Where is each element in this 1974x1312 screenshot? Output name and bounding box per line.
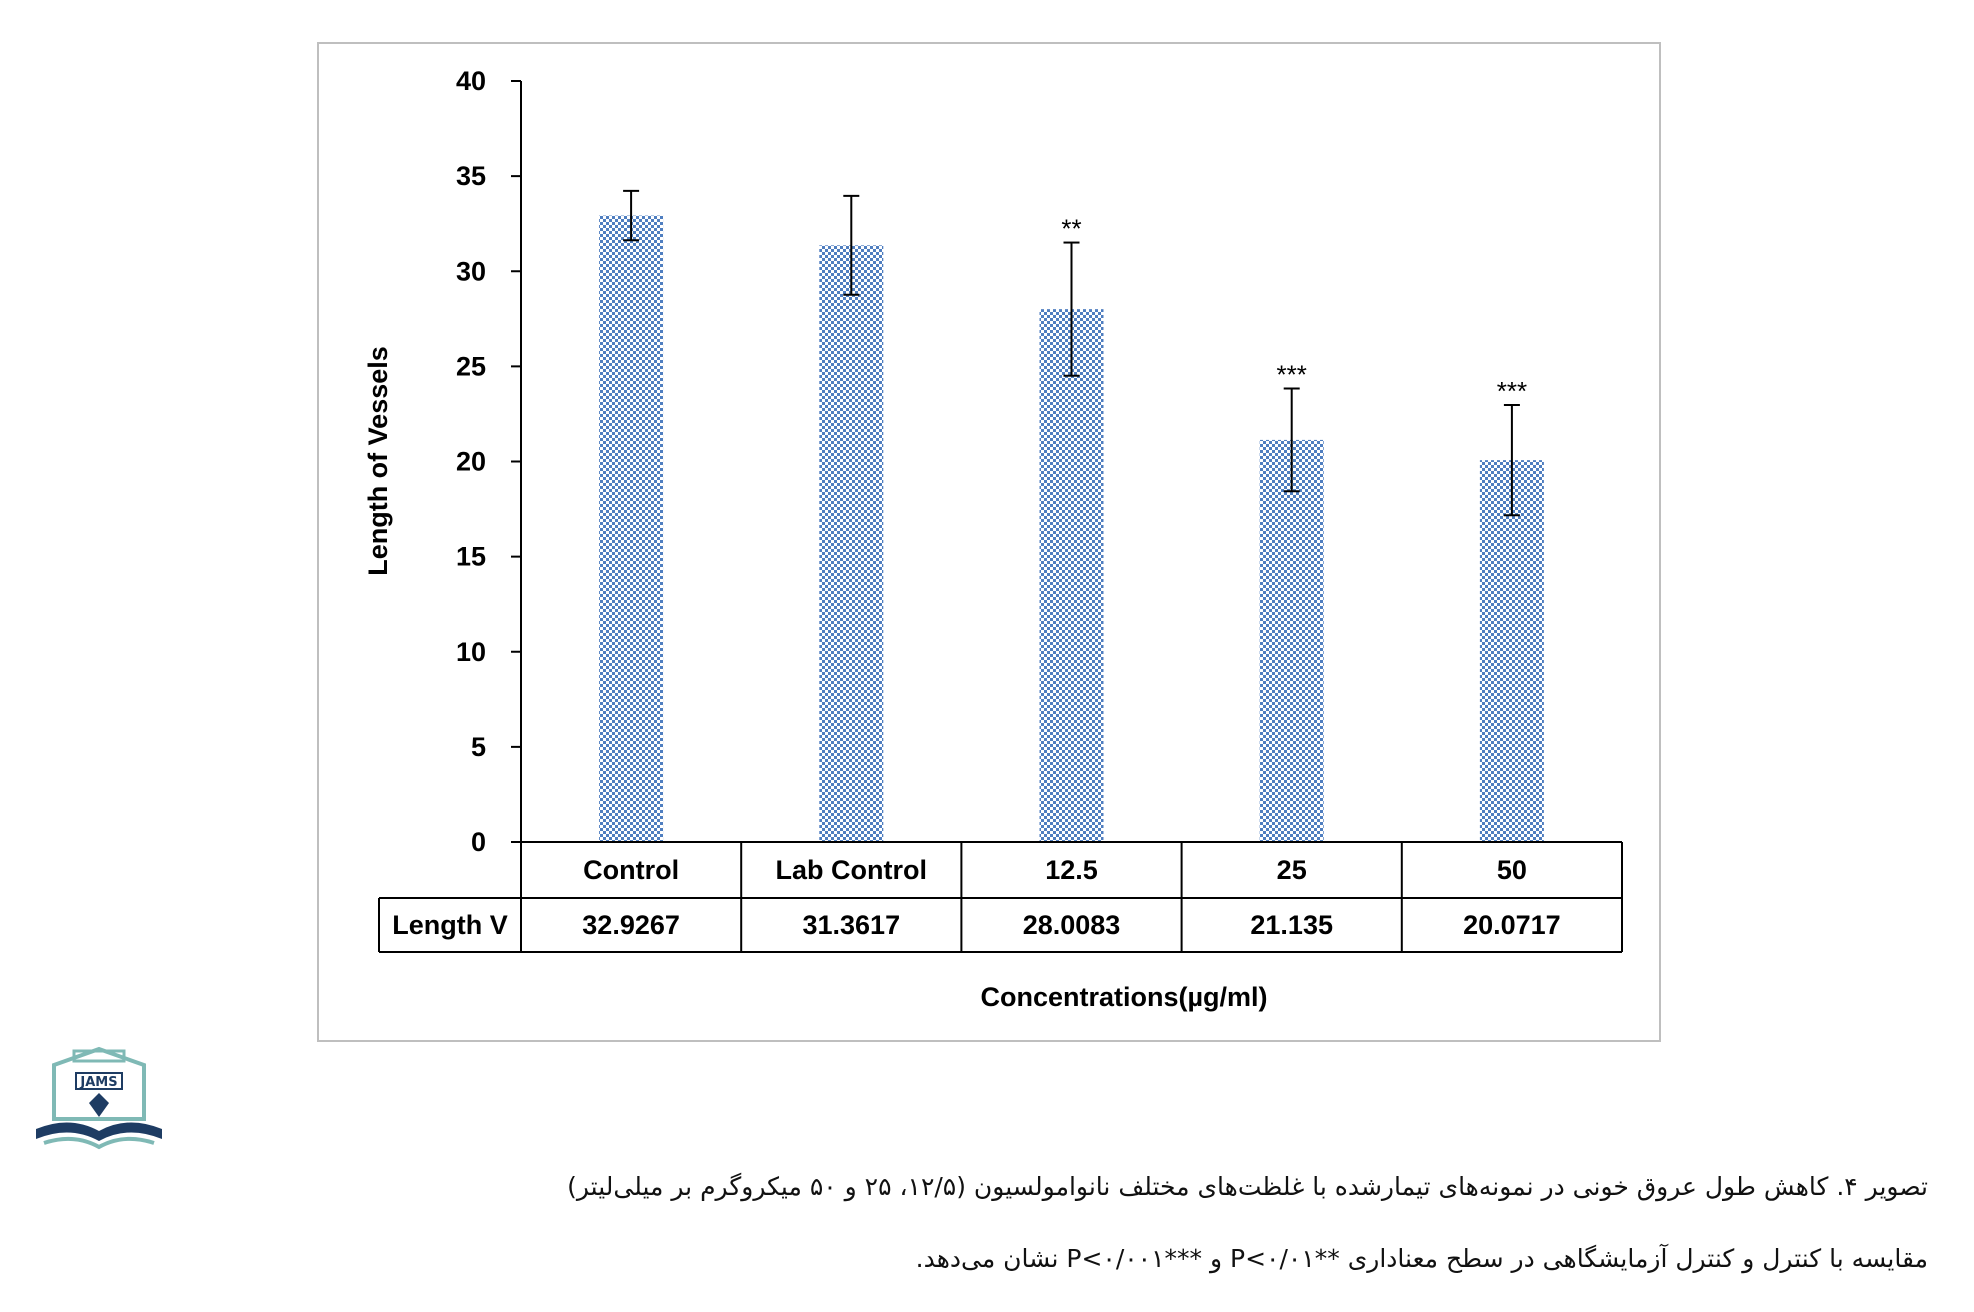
logo-text: JAMS <box>79 1075 117 1090</box>
bar-4 <box>1479 460 1544 842</box>
table-value-0: 32.9267 <box>582 910 680 940</box>
table-value-1: 31.3617 <box>802 910 900 940</box>
y-tick-label: 25 <box>456 351 486 381</box>
x-category-label-1: Lab Control <box>776 855 927 885</box>
table-value-4: 20.0717 <box>1463 910 1561 940</box>
bar-3 <box>1259 439 1324 842</box>
significance-mark-3: *** <box>1277 360 1307 390</box>
bar-0 <box>599 215 664 843</box>
y-tick-label: 15 <box>456 542 486 572</box>
table-row-label: Length V <box>392 910 508 940</box>
x-category-label-2: 12.5 <box>1045 855 1098 885</box>
significance-mark-4: *** <box>1497 376 1527 406</box>
y-tick-label: 30 <box>456 256 486 286</box>
jams-logo: JAMS <box>36 1046 162 1150</box>
bar-1 <box>819 245 884 843</box>
x-category-label-3: 25 <box>1277 855 1307 885</box>
significance-mark-2: ** <box>1061 214 1081 244</box>
y-tick-label: 20 <box>456 447 486 477</box>
x-axis-label: Concentrations(µg/ml) <box>980 982 1267 1012</box>
y-axis-label: Length of Vessels <box>363 346 393 576</box>
x-category-label-0: Control <box>583 855 679 885</box>
y-tick-label: 5 <box>471 732 486 762</box>
figure-caption-line-1: تصویر ۴. کاهش طول عروق خونی در نمونه‌های… <box>567 1172 1928 1201</box>
bar-2 <box>1039 309 1104 842</box>
y-tick-label: 0 <box>471 827 486 857</box>
table-value-2: 28.0083 <box>1023 910 1121 940</box>
y-tick-label: 10 <box>456 637 486 667</box>
figure-caption-line-2: مقایسه با کنترل و کنترل آزمایشگاهی در سط… <box>915 1244 1928 1273</box>
chart-frame <box>317 42 1661 1042</box>
table-value-3: 21.135 <box>1250 910 1333 940</box>
x-category-label-4: 50 <box>1497 855 1527 885</box>
y-tick-label: 35 <box>456 161 486 191</box>
y-tick-label: 40 <box>456 66 486 96</box>
